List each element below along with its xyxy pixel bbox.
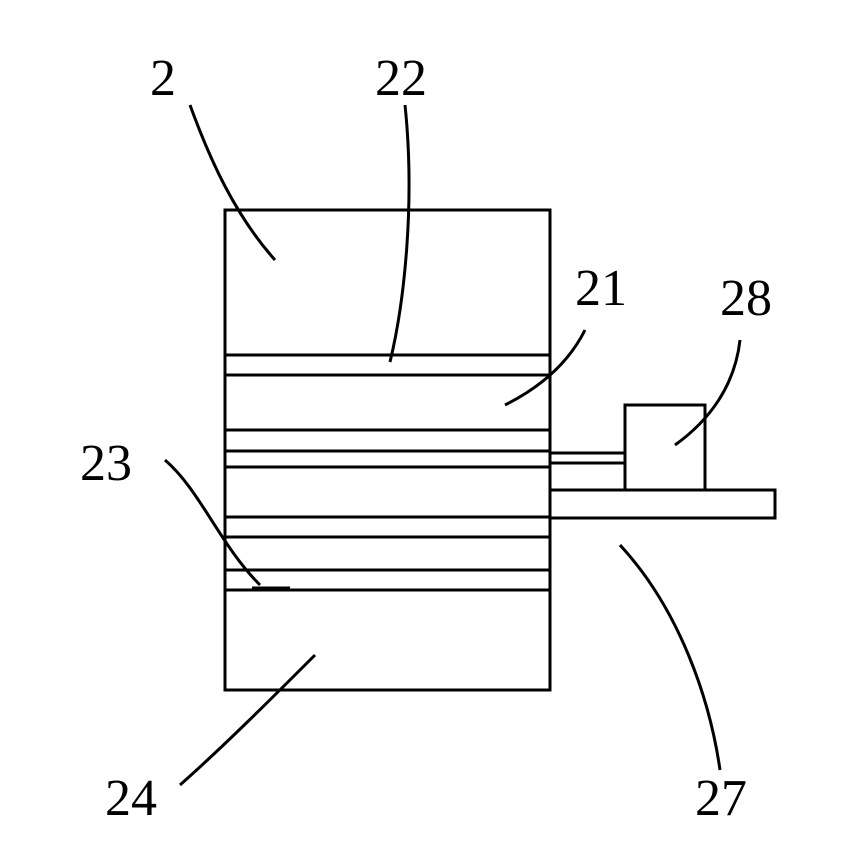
canvas-background — [0, 0, 865, 867]
label-22: 22 — [375, 50, 427, 107]
label-27: 27 — [695, 770, 747, 827]
technical-diagram: 2 22 21 28 23 24 27 — [0, 0, 865, 867]
label-23: 23 — [80, 435, 132, 492]
label-24: 24 — [105, 770, 157, 827]
label-21: 21 — [575, 260, 627, 317]
label-28: 28 — [720, 270, 772, 327]
label-2: 2 — [150, 50, 176, 107]
